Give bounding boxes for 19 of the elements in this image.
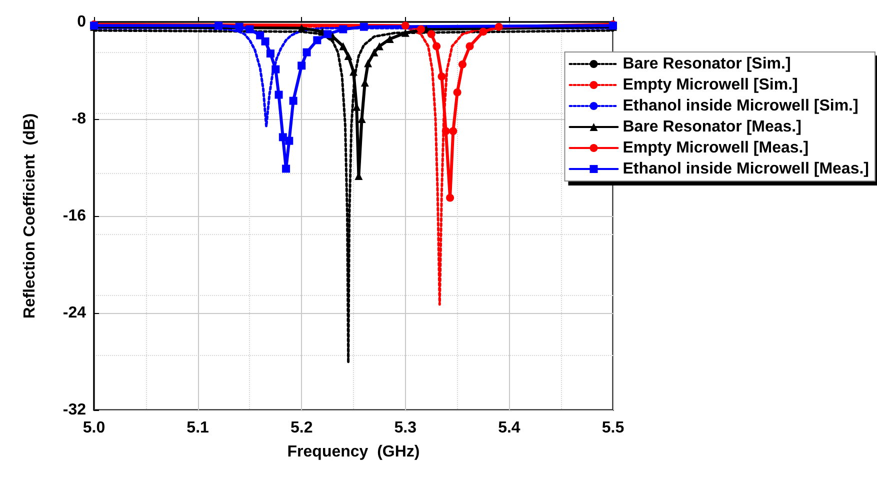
y-tick-label: -16 [62, 208, 86, 224]
legend-label: Empty Microwell [Sim.] [622, 76, 798, 94]
x-tick-label: 5.5 [602, 420, 624, 436]
y-axis-title: Reflection Coefficient (dB) [22, 113, 38, 319]
legend-label: Empty Microwell [Meas.] [622, 140, 809, 156]
legend-label: Bare Resonator [Sim.] [622, 56, 791, 72]
y-tick-label: 0 [77, 14, 86, 30]
x-tick-label: 5.3 [394, 420, 417, 436]
x-tick-label: 5.4 [498, 420, 520, 436]
y-tick-label: -32 [62, 402, 86, 418]
legend-label: Ethanol inside Microwell [Sim.] [622, 98, 858, 114]
legend-label: Bare Resonator [Meas.] [622, 118, 802, 136]
legend-label: Ethanol inside Microwell [Meas.] [622, 160, 869, 178]
x-tick-label: 5.2 [290, 420, 313, 436]
x-axis-title: Frequency (GHz) [287, 444, 420, 460]
y-tick-label: -8 [72, 110, 86, 128]
y-tick-label: -24 [62, 304, 86, 322]
x-tick-label: 5.1 [186, 420, 210, 436]
x-tick-label: 5.0 [82, 420, 106, 436]
